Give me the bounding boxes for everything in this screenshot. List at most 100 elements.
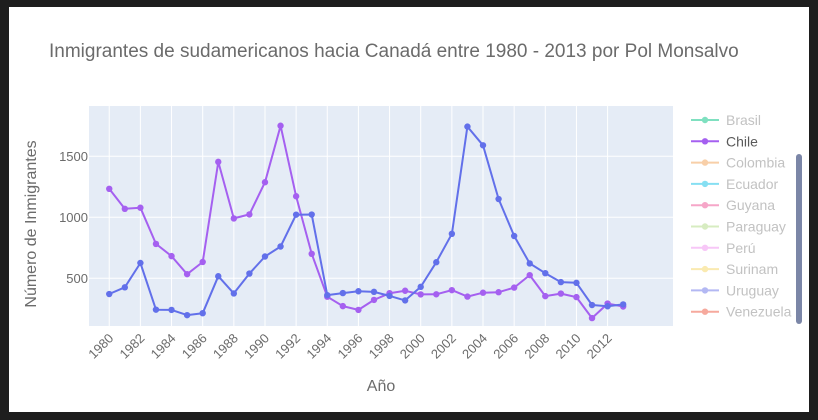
data-point-uruguay[interactable] xyxy=(370,288,378,296)
data-point-chile[interactable] xyxy=(230,215,238,222)
legend-swatch-marker xyxy=(701,116,709,124)
legend-scrollbar[interactable] xyxy=(796,154,802,324)
data-point-uruguay[interactable] xyxy=(183,311,191,319)
data-point-chile[interactable] xyxy=(479,289,487,296)
data-point-chile[interactable] xyxy=(106,185,113,193)
data-point-chile[interactable] xyxy=(121,205,129,213)
y-tick-label: 500 xyxy=(66,271,88,286)
data-point-chile[interactable] xyxy=(277,122,284,129)
data-point-uruguay[interactable] xyxy=(246,270,253,277)
legend-item-venezuela[interactable]: Venezuela xyxy=(691,304,792,320)
data-point-uruguay[interactable] xyxy=(619,301,627,308)
legend-item-chile[interactable]: Chile xyxy=(691,133,758,149)
legend: Brasil Chile Colombia Ecuador Guyana Paraguay… xyxy=(691,112,792,320)
legend-swatch-marker xyxy=(701,308,709,315)
data-point-chile[interactable] xyxy=(464,293,471,300)
data-point-chile[interactable] xyxy=(183,270,191,278)
x-tick-label: 1980 xyxy=(85,331,116,362)
data-point-uruguay[interactable] xyxy=(292,211,300,218)
data-point-uruguay[interactable] xyxy=(495,195,502,203)
data-point-chile[interactable] xyxy=(495,289,502,296)
data-point-chile[interactable] xyxy=(448,286,456,294)
y-tick-label: 1500 xyxy=(59,149,88,164)
legend-item-guyana[interactable]: Guyana xyxy=(691,197,775,213)
chart-svg: Inmigrantes de sudamericanos hacia Canad… xyxy=(23,41,802,395)
legend-label: Guyana xyxy=(726,197,775,213)
data-point-chile[interactable] xyxy=(573,293,580,301)
data-point-uruguay[interactable] xyxy=(152,306,160,313)
data-point-uruguay[interactable] xyxy=(339,289,347,297)
data-point-chile[interactable] xyxy=(308,250,315,258)
data-point-uruguay[interactable] xyxy=(417,283,424,291)
data-point-uruguay[interactable] xyxy=(479,142,487,149)
data-point-chile[interactable] xyxy=(339,302,347,310)
data-point-chile[interactable] xyxy=(199,258,206,266)
x-tick-label: 1986 xyxy=(179,331,210,362)
x-tick-label: 2002 xyxy=(428,331,459,362)
data-point-chile[interactable] xyxy=(292,193,300,200)
legend-item-uruguay[interactable]: Uruguay xyxy=(691,282,779,298)
x-tick-label: 2008 xyxy=(521,331,552,362)
data-point-uruguay[interactable] xyxy=(106,290,113,298)
data-point-uruguay[interactable] xyxy=(573,279,580,287)
data-point-uruguay[interactable] xyxy=(448,230,456,238)
data-point-chile[interactable] xyxy=(370,296,378,304)
data-point-uruguay[interactable] xyxy=(510,232,518,240)
x-tick-label: 2006 xyxy=(490,331,521,362)
data-point-chile[interactable] xyxy=(588,314,596,322)
data-point-chile[interactable] xyxy=(137,204,144,211)
data-point-uruguay[interactable] xyxy=(199,309,206,317)
data-point-chile[interactable] xyxy=(246,211,253,218)
data-point-chile[interactable] xyxy=(526,271,533,279)
data-point-uruguay[interactable] xyxy=(215,273,222,280)
data-point-uruguay[interactable] xyxy=(324,291,331,299)
legend-item-ecuador[interactable]: Ecuador xyxy=(691,176,778,192)
data-point-chile[interactable] xyxy=(401,287,409,294)
data-point-uruguay[interactable] xyxy=(542,269,549,277)
x-tick-label: 1994 xyxy=(303,331,334,362)
data-point-uruguay[interactable] xyxy=(557,278,565,286)
legend-label: Perú xyxy=(726,240,756,256)
data-point-chile[interactable] xyxy=(215,158,222,166)
legend-label: Uruguay xyxy=(726,282,779,298)
data-point-chile[interactable] xyxy=(542,292,549,300)
legend-item-brasil[interactable]: Brasil xyxy=(691,112,761,128)
legend-item-perú[interactable]: Perú xyxy=(691,240,756,256)
data-point-uruguay[interactable] xyxy=(230,290,238,297)
legend-item-paraguay[interactable]: Paraguay xyxy=(691,219,786,235)
data-point-uruguay[interactable] xyxy=(121,284,129,291)
data-point-uruguay[interactable] xyxy=(604,303,611,310)
data-point-chile[interactable] xyxy=(417,291,424,298)
data-point-uruguay[interactable] xyxy=(433,259,440,266)
data-point-uruguay[interactable] xyxy=(261,253,269,260)
data-point-chile[interactable] xyxy=(510,284,518,291)
data-point-uruguay[interactable] xyxy=(137,259,144,267)
data-point-chile[interactable] xyxy=(355,306,362,314)
data-point-chile[interactable] xyxy=(152,240,160,248)
x-tick-label: 1984 xyxy=(148,331,179,362)
data-point-uruguay[interactable] xyxy=(526,260,533,267)
data-point-chile[interactable] xyxy=(168,252,175,260)
legend-item-colombia[interactable]: Colombia xyxy=(691,155,785,171)
legend-swatch-marker xyxy=(701,138,709,145)
data-point-chile[interactable] xyxy=(261,179,269,186)
data-point-uruguay[interactable] xyxy=(168,306,175,314)
data-point-uruguay[interactable] xyxy=(355,288,362,295)
data-point-chile[interactable] xyxy=(433,291,440,298)
series-layer xyxy=(106,122,627,322)
legend-label: Paraguay xyxy=(726,219,786,235)
data-point-uruguay[interactable] xyxy=(588,301,596,309)
series-line-chile xyxy=(108,124,624,320)
y-tick-label: 1000 xyxy=(59,210,88,225)
x-tick-label: 1982 xyxy=(116,331,147,362)
data-point-chile[interactable] xyxy=(557,290,565,297)
data-point-uruguay[interactable] xyxy=(401,297,409,304)
data-point-uruguay[interactable] xyxy=(386,292,393,300)
x-tick-label: 2012 xyxy=(584,331,615,362)
data-point-uruguay[interactable] xyxy=(277,243,284,250)
data-point-uruguay[interactable] xyxy=(308,211,315,218)
x-axis-title: Año xyxy=(367,378,396,395)
legend-item-surinam[interactable]: Surinam xyxy=(691,261,778,277)
series-line-uruguay xyxy=(108,125,624,317)
data-point-uruguay[interactable] xyxy=(464,123,471,130)
